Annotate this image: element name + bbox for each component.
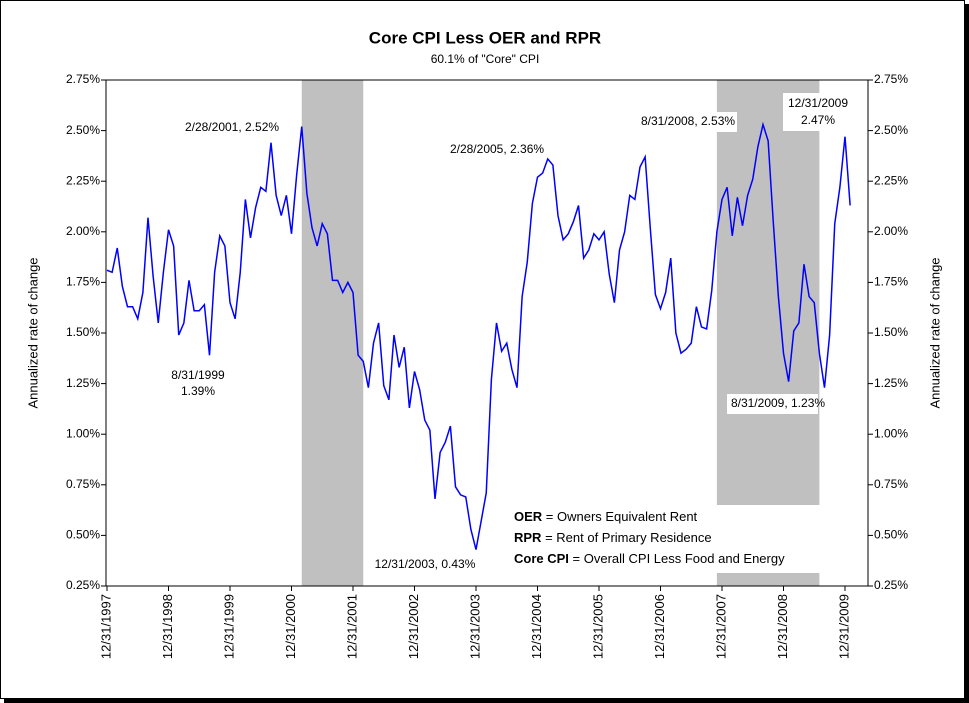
x-tick-label: 12/31/2009	[836, 594, 851, 659]
y2-tick-label: 0.25%	[874, 578, 908, 592]
y2-tick-label: 2.00%	[874, 224, 908, 238]
note-definition: = Rent of Primary Residence	[541, 530, 711, 545]
y-tick-label: 1.00%	[66, 426, 100, 440]
note: OER = Owners Equivalent Rent	[514, 509, 698, 524]
y-tick-label: 0.50%	[66, 528, 100, 542]
y2-tick-label: 2.25%	[874, 173, 908, 187]
chart-title: Core CPI Less OER and RPR	[369, 28, 601, 47]
note-term: OER	[514, 509, 543, 524]
data-line	[106, 121, 851, 550]
x-tick-label: 12/31/2004	[529, 594, 544, 659]
frame-shadow	[965, 4, 969, 703]
note: RPR = Rent of Primary Residence	[514, 530, 712, 545]
y2-tick-label: 0.75%	[874, 477, 908, 491]
y2-axis-label: Annualized rate of change	[927, 257, 942, 408]
y-tick-label: 0.25%	[66, 578, 100, 592]
y-tick-label: 2.00%	[66, 224, 100, 238]
y-tick-label: 0.75%	[66, 477, 100, 491]
annotation: 8/31/2009, 1.23%	[731, 396, 825, 410]
x-tick-label: 12/31/2008	[775, 594, 790, 659]
y2-tick-label: 2.75%	[874, 72, 908, 86]
x-tick-label: 12/31/1998	[160, 594, 175, 659]
note-term: Core CPI	[514, 551, 569, 566]
frame-shadow	[4, 699, 969, 703]
y2-tick-label: 1.75%	[874, 275, 908, 289]
x-tick-label: 12/31/2005	[590, 594, 605, 659]
x-tick-label: 12/31/2006	[652, 594, 667, 659]
x-tick-label: 12/31/1997	[98, 594, 113, 659]
annotation: 12/31/2003, 0.43%	[375, 557, 476, 571]
x-tick-label: 12/31/2000	[283, 594, 298, 659]
y2-tick-label: 1.25%	[874, 376, 908, 390]
annotation: 8/31/1999	[171, 368, 225, 382]
y-tick-label: 1.25%	[66, 376, 100, 390]
shaded-period	[301, 80, 364, 586]
x-tick-label: 12/31/2001	[344, 594, 359, 659]
x-tick-label: 12/31/1999	[221, 594, 236, 659]
note-definition: = Overall CPI Less Food and Energy	[569, 551, 785, 566]
x-tick-label: 12/31/2002	[406, 594, 421, 659]
note-definition: = Owners Equivalent Rent	[542, 509, 697, 524]
y-tick-label: 1.75%	[66, 275, 100, 289]
annotation: 2/28/2001, 2.52%	[185, 120, 279, 134]
y-tick-label: 1.50%	[66, 325, 100, 339]
note: Core CPI = Overall CPI Less Food and Ene…	[514, 551, 785, 566]
y2-tick-label: 0.50%	[874, 528, 908, 542]
y2-tick-label: 1.00%	[874, 426, 908, 440]
x-tick-label: 12/31/2003	[467, 594, 482, 659]
annotation: 2/28/2005, 2.36%	[450, 142, 544, 156]
note-term: RPR	[514, 530, 542, 545]
annotation-bg	[783, 93, 853, 131]
y2-tick-label: 1.50%	[874, 325, 908, 339]
notes-bg	[508, 505, 845, 573]
y2-tick-label: 2.50%	[874, 123, 908, 137]
chart-subtitle: 60.1% of "Core" CPI	[431, 52, 540, 66]
annotation: 12/31/2009	[788, 96, 848, 110]
y-tick-label: 2.50%	[66, 123, 100, 137]
annotation: 8/31/2008, 2.53%	[641, 114, 735, 128]
annotation-bg	[641, 112, 737, 132]
annotation: 1.39%	[181, 384, 215, 398]
y-tick-label: 2.25%	[66, 173, 100, 187]
x-tick-label: 12/31/2007	[713, 594, 728, 659]
annotation: 2.47%	[801, 113, 835, 127]
y-axis-label: Annualized rate of change	[25, 257, 40, 408]
y-tick-label: 2.75%	[66, 72, 100, 86]
shaded-period	[716, 80, 820, 586]
annotation-bg	[727, 394, 818, 414]
